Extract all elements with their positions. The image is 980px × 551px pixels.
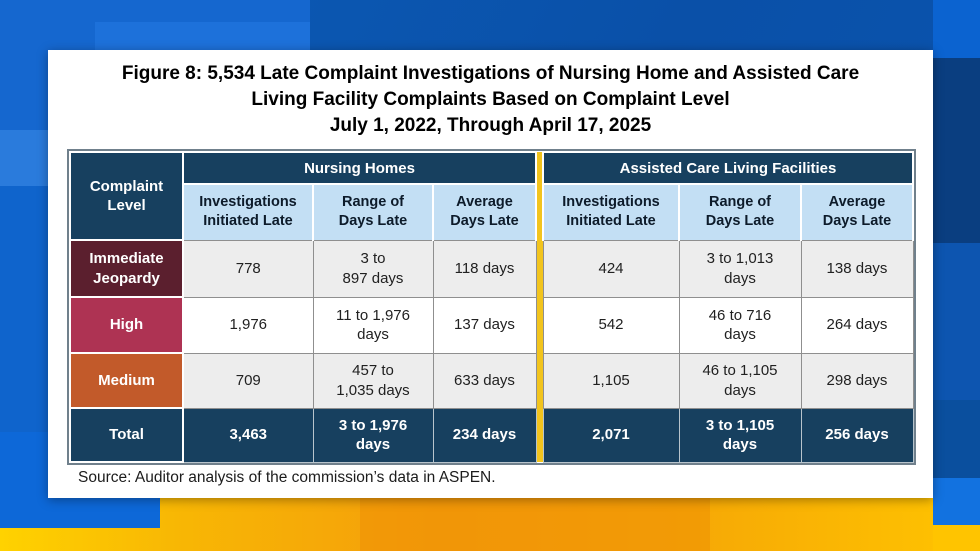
table-row-total: Total 3,463 3 to 1,976 days 234 days 2,0… — [69, 407, 914, 463]
cell-total-ac-average: 256 days — [800, 407, 914, 463]
row-label-immediate-jeopardy: Immediate Jeopardy — [69, 239, 184, 298]
complaint-table-frame: Complaint Level Nursing Homes Assisted C… — [67, 149, 916, 465]
cell-medium-nh-average: 633 days — [432, 352, 537, 409]
background-block — [933, 0, 980, 58]
corner-header-complaint-level: Complaint Level — [69, 151, 184, 241]
cell-high-nh-average: 137 days — [432, 296, 537, 354]
figure-title: Figure 8: 5,534 Late Complaint Investiga… — [48, 61, 933, 139]
cell-total-nh-investigations: 3,463 — [182, 407, 314, 463]
subheader-ac-investigations: Investigations Initiated Late — [542, 183, 680, 241]
table-row-immediate-jeopardy: Immediate Jeopardy 778 3 to 897 days 118… — [69, 239, 914, 298]
section-divider — [536, 152, 543, 240]
source-note: Source: Auditor analysis of the commissi… — [78, 469, 496, 486]
figure-title-line-3: July 1, 2022, Through April 17, 2025 — [329, 115, 652, 136]
subheader-ac-average: Average Days Late — [800, 183, 914, 241]
cell-medium-ac-average: 298 days — [800, 352, 914, 409]
background-block — [933, 400, 980, 478]
complaint-table: Complaint Level Nursing Homes Assisted C… — [69, 151, 914, 463]
figure-card: Figure 8: 5,534 Late Complaint Investiga… — [48, 50, 933, 498]
section-divider — [536, 408, 543, 462]
section-divider — [536, 353, 543, 408]
cell-high-ac-range: 46 to 716 days — [678, 296, 802, 354]
section-divider — [536, 240, 543, 297]
cell-high-ac-average: 264 days — [800, 296, 914, 354]
cell-immediate-jeopardy-nh-average: 118 days — [432, 239, 537, 298]
cell-high-nh-investigations: 1,976 — [182, 296, 314, 354]
cell-immediate-jeopardy-nh-range: 3 to 897 days — [312, 239, 434, 298]
subheader-ac-range: Range of Days Late — [678, 183, 802, 241]
row-label-medium: Medium — [69, 352, 184, 409]
figure-title-line-2: Living Facility Complaints Based on Comp… — [251, 89, 730, 110]
table-row-high: High 1,976 11 to 1,976 days 137 days 542… — [69, 296, 914, 354]
group-header-nursing-homes: Nursing Homes — [182, 151, 537, 185]
subheader-nh-investigations: Investigations Initiated Late — [182, 183, 314, 241]
figure-title-line-1: Figure 8: 5,534 Late Complaint Investiga… — [121, 63, 860, 84]
cell-total-nh-average: 234 days — [432, 407, 537, 463]
background-block — [933, 243, 980, 400]
background-block — [933, 525, 980, 551]
background-block — [933, 478, 980, 525]
cell-medium-nh-range: 457 to 1,035 days — [312, 352, 434, 409]
cell-medium-nh-investigations: 709 — [182, 352, 314, 409]
cell-medium-ac-investigations: 1,105 — [542, 352, 680, 409]
cell-immediate-jeopardy-nh-investigations: 778 — [182, 239, 314, 298]
cell-total-nh-range: 3 to 1,976 days — [312, 407, 434, 463]
group-header-assisted-care: Assisted Care Living Facilities — [542, 151, 914, 185]
subheader-nh-range: Range of Days Late — [312, 183, 434, 241]
cell-total-ac-investigations: 2,071 — [542, 407, 680, 463]
subheader-nh-average: Average Days Late — [432, 183, 537, 241]
cell-high-ac-investigations: 542 — [542, 296, 680, 354]
cell-medium-ac-range: 46 to 1,105 days — [678, 352, 802, 409]
section-divider — [536, 297, 543, 353]
cell-immediate-jeopardy-ac-range: 3 to 1,013 days — [678, 239, 802, 298]
row-label-total: Total — [69, 407, 184, 463]
background-block — [360, 498, 710, 551]
cell-immediate-jeopardy-ac-average: 138 days — [800, 239, 914, 298]
cell-total-ac-range: 3 to 1,105 days — [678, 407, 802, 463]
row-label-high: High — [69, 296, 184, 354]
cell-high-nh-range: 11 to 1,976 days — [312, 296, 434, 354]
background-block — [933, 58, 980, 243]
cell-immediate-jeopardy-ac-investigations: 424 — [542, 239, 680, 298]
table-row-medium: Medium 709 457 to 1,035 days 633 days 1,… — [69, 352, 914, 409]
